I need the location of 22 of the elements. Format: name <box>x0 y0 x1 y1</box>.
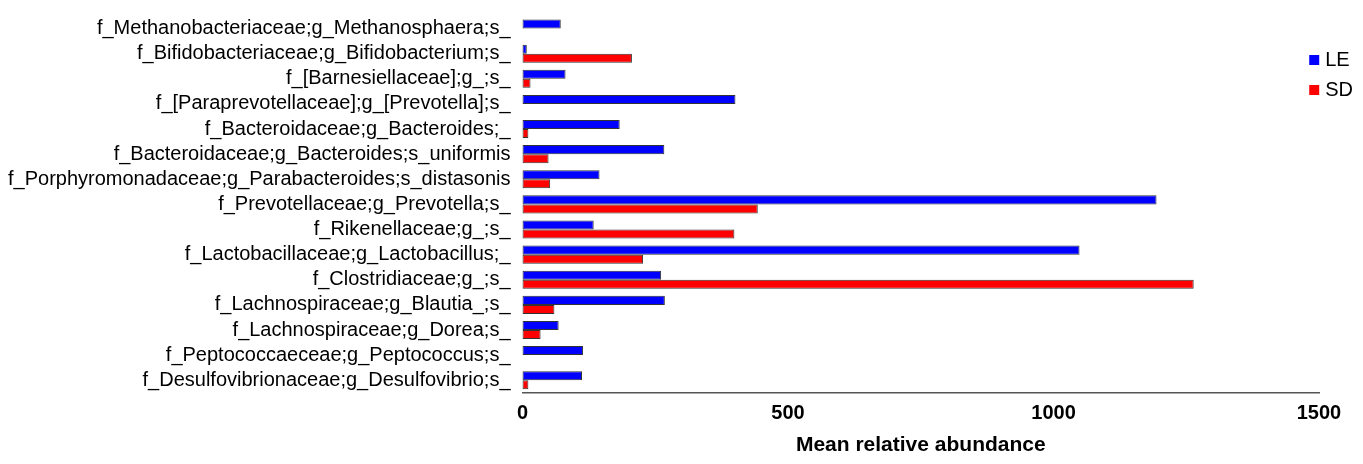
y-tick-label: f_Lactobacillaceae;g_Lactobacillus;_ <box>184 242 512 266</box>
y-tick-label: f_Bacteroidaceae;g_Bacteroides;_ <box>204 116 512 140</box>
x-tick-label: 0 <box>516 401 529 424</box>
x-tick-label: 1500 <box>1296 401 1342 424</box>
y-tick-label: f_Prevotellaceae;g_Prevotella;s_ <box>218 191 512 215</box>
legend-label: LE <box>1325 47 1350 70</box>
y-tick-label: f_Clostridiaceae;g_;s_ <box>312 267 512 291</box>
legend-label: SD <box>1325 77 1354 100</box>
y-tick-label: f_[Paraprevotellaceae];g_[Prevotella];s_ <box>155 91 512 115</box>
y-tick-label: f_Bifidobacteriaceae;g_Bifidobacterium;s_ <box>136 41 512 65</box>
y-tick-label: f_Lachnospiraceae;g_Dorea;s_ <box>232 317 512 341</box>
y-tick-label: f_Peptococcaeceae;g_Peptococcus;s_ <box>165 342 512 366</box>
y-tick-label: f_Desulfovibrionaceae;g_Desulfovibrio;s_ <box>142 367 512 391</box>
x-axis-title: Mean relative abundance <box>795 432 1046 456</box>
y-tick-label: f_[Barnesiellaceae];g_;s_ <box>285 66 512 90</box>
y-tick-label: f_Bacteroidaceae;g_Bacteroides;s_uniformis <box>113 141 511 165</box>
x-tick-label: 1000 <box>1031 401 1076 424</box>
y-tick-label: f_Methanobacteriaceae;g_Methanosphaera;s_ <box>96 16 512 40</box>
y-tick-label: f_Lachnospiraceae;g_Blautia_;s_ <box>214 292 512 316</box>
x-tick-label: 500 <box>771 401 805 424</box>
y-tick-label: f_Rikenellaceae;g_;s_ <box>313 217 512 241</box>
y-tick-label: f_Porphyromonadaceae;g_Parabacteroides;s_distasonis <box>7 166 511 190</box>
